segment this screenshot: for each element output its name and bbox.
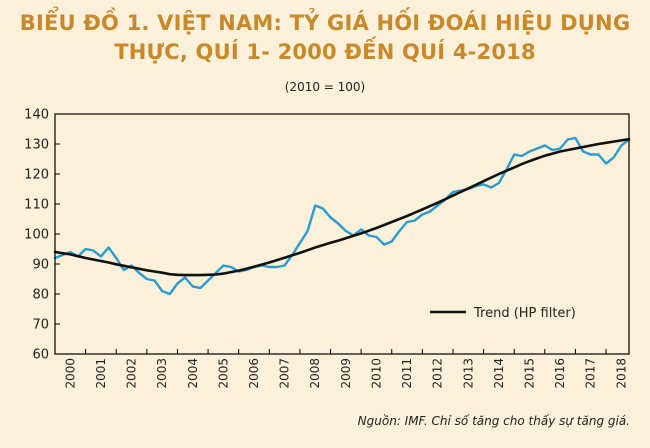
- y-tick-label: 100: [24, 228, 49, 243]
- trend-hp-filter-line: [53, 137, 631, 277]
- x-tick-label: 2000: [63, 358, 77, 389]
- y-tick-label: 90: [32, 258, 49, 273]
- x-tick-label: 2014: [492, 358, 506, 389]
- x-tick-label: 2010: [369, 358, 383, 389]
- legend-label-trend: Trend (HP filter): [473, 306, 576, 321]
- y-tick-label: 70: [32, 318, 49, 333]
- legend: Trend (HP filter): [430, 306, 576, 321]
- y-tick-label: 80: [32, 288, 49, 303]
- x-tick-label: 2005: [216, 358, 230, 389]
- x-tick-label: 2008: [308, 358, 322, 389]
- x-tick-label: 2004: [186, 358, 200, 389]
- actual-reer-line: [53, 136, 631, 296]
- x-tick-label: 2015: [523, 358, 537, 389]
- x-tick-label: 2012: [431, 358, 445, 389]
- y-tick-label: 110: [24, 198, 49, 213]
- x-tick-label: 2013: [461, 358, 475, 389]
- x-tick-label: 2002: [125, 358, 139, 389]
- x-tick-label: 2003: [155, 358, 169, 389]
- x-tick-label: 2009: [339, 358, 353, 389]
- x-tick-label: 2016: [553, 358, 567, 389]
- x-tick-label: 2011: [400, 358, 414, 389]
- chart-title-line1: BIỂU ĐỒ 1. VIỆT NAM: TỶ GIÁ HỐI ĐOÁI HIỆ…: [19, 11, 631, 35]
- source-note: Nguồn: IMF. Chỉ số tăng cho thấy sự tăng…: [357, 414, 630, 428]
- y-tick-label: 140: [24, 108, 49, 123]
- x-tick-label: 2001: [94, 358, 108, 389]
- x-tick-label: 2007: [278, 358, 292, 389]
- x-tick-label: 2017: [584, 358, 598, 389]
- y-tick-label: 130: [24, 138, 49, 153]
- chart-title-line2: THỰC, QUÍ 1- 2000 ĐẾN QUÍ 4-2018: [114, 40, 536, 64]
- y-tick-label: 120: [24, 168, 49, 183]
- plot-frame: [54, 113, 630, 355]
- series-lines: [53, 136, 631, 296]
- x-tick-label: 2018: [614, 358, 628, 389]
- y-axis: 60 70 80 90 100 110 120 130 140: [24, 108, 60, 363]
- y-tick-label: 60: [32, 348, 49, 363]
- x-tick-label: 2006: [247, 358, 261, 389]
- x-axis: 2000 2001 2002 2003 2004 2005 2006 2007 2008 2009…: [54, 349, 628, 389]
- chart-subtitle: (2010 = 100): [284, 80, 366, 94]
